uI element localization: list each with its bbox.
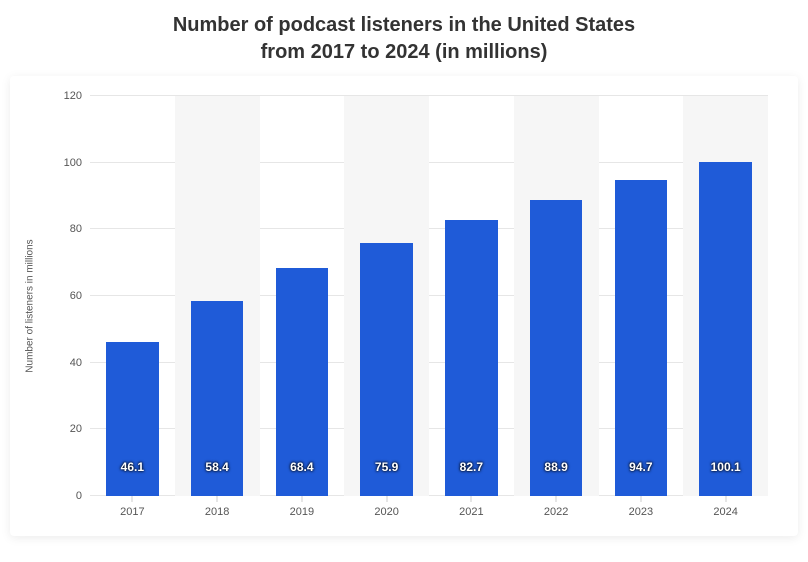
- bar-slot: 88.92022: [514, 96, 599, 496]
- axis-tick: [556, 496, 557, 502]
- axis-tick: [217, 496, 218, 502]
- ytick-label: 100: [64, 157, 82, 169]
- bar: 100.1: [699, 162, 752, 496]
- xtick-label: 2023: [629, 506, 653, 518]
- xtick-label: 2019: [290, 506, 314, 518]
- bar-value-label: 88.9: [544, 460, 567, 474]
- xtick-label: 2018: [205, 506, 229, 518]
- axis-tick: [386, 496, 387, 502]
- chart-card: Number of listeners in millions 0 20 40 60 8…: [10, 76, 798, 536]
- axis-tick: [471, 496, 472, 502]
- bar-slot: 94.72023: [599, 96, 684, 496]
- ytick-label: 0: [76, 490, 82, 502]
- bar-slot: 100.12024: [683, 96, 768, 496]
- bar-value-label: 75.9: [375, 460, 398, 474]
- ytick-label: 60: [70, 290, 82, 302]
- axis-tick: [725, 496, 726, 502]
- chart-title-line1: Number of podcast listeners in the Unite…: [173, 14, 635, 36]
- bar-slot: 82.72021: [429, 96, 514, 496]
- bar: 94.7: [615, 180, 668, 496]
- ytick-label: 20: [70, 423, 82, 435]
- bar-value-label: 94.7: [629, 460, 652, 474]
- xtick-label: 2017: [120, 506, 144, 518]
- bar-slot: 68.42019: [260, 96, 345, 496]
- bar: 46.1: [106, 342, 159, 496]
- xtick-label: 2022: [544, 506, 568, 518]
- bar: 58.4: [191, 301, 244, 496]
- bar: 75.9: [360, 243, 413, 496]
- bar-value-label: 46.1: [121, 460, 144, 474]
- y-axis-label: Number of listeners in millions: [25, 239, 36, 372]
- bar-value-label: 82.7: [460, 460, 483, 474]
- bar: 88.9: [530, 200, 583, 496]
- ytick-label: 120: [64, 90, 82, 102]
- chart-title: Number of podcast listeners in the Unite…: [40, 12, 768, 66]
- axis-tick: [640, 496, 641, 502]
- axis-tick: [132, 496, 133, 502]
- xtick-label: 2020: [374, 506, 398, 518]
- bar-value-label: 58.4: [205, 460, 228, 474]
- ytick-label: 40: [70, 357, 82, 369]
- bar-slot: 46.12017: [90, 96, 175, 496]
- xtick-label: 2021: [459, 506, 483, 518]
- xtick-label: 2024: [713, 506, 737, 518]
- axis-tick: [301, 496, 302, 502]
- bar: 82.7: [445, 220, 498, 496]
- plot-area: 02040608010012046.1201758.4201868.420197…: [90, 96, 768, 496]
- chart-title-line2: from 2017 to 2024 (in millions): [261, 41, 548, 63]
- bar-slot: 58.42018: [175, 96, 260, 496]
- bar: 68.4: [276, 268, 329, 496]
- bar-value-label: 100.1: [711, 460, 741, 474]
- bar-slot: 75.92020: [344, 96, 429, 496]
- ytick-label: 80: [70, 223, 82, 235]
- bar-value-label: 68.4: [290, 460, 313, 474]
